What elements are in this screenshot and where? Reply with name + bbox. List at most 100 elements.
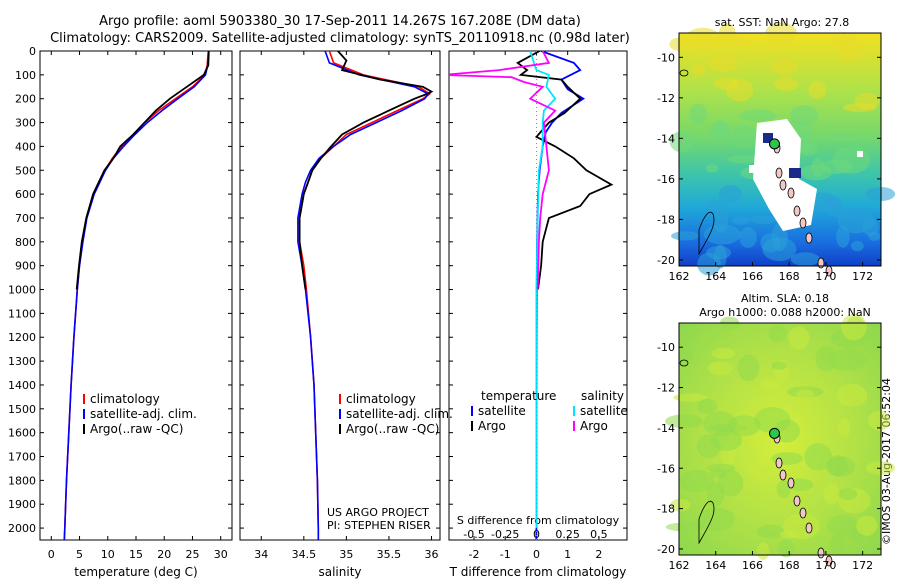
sst-map-texture — [705, 164, 719, 173]
sla-map-texture — [679, 469, 715, 493]
diff-temperature-legend-label: Argo — [478, 419, 506, 433]
depth-tick-label: 1600 — [8, 427, 36, 440]
sst-map-xtick-label: 166 — [742, 270, 763, 283]
sla-map-island — [817, 547, 825, 559]
sst-map-argo-marker — [768, 138, 780, 150]
project-annotation: US ARGO PROJECT — [327, 506, 429, 519]
salinity-xtick-label: 34.5 — [292, 548, 317, 561]
depth-tick-label: 1300 — [8, 355, 36, 368]
S-difference-label: S difference from climatology — [457, 514, 620, 527]
depth-tick-label: 1900 — [8, 498, 36, 511]
sst-map-island — [775, 167, 783, 179]
sla-map-argo-marker — [768, 427, 780, 439]
sla-map-texture — [747, 458, 776, 481]
temperature-series-line — [63, 51, 210, 540]
sla-map-xtick-label: 172 — [852, 559, 873, 572]
sst-map-island — [779, 179, 787, 191]
depth-tick-label: 1100 — [8, 307, 36, 320]
salinity-series-line — [297, 51, 430, 540]
sst-map-coastline — [698, 211, 715, 256]
difference-S-tick-label: -0.25 — [491, 528, 519, 541]
sst-map-island — [799, 217, 807, 229]
temperature-xtick-label: 30 — [214, 548, 228, 561]
sst-map-texture — [718, 22, 736, 48]
pi-annotation: PI: STEPHEN RISER — [327, 519, 431, 532]
sst-map-texture — [709, 122, 731, 146]
sst-map-texture — [800, 141, 818, 156]
sla-map-texture — [711, 348, 736, 359]
sla-map-texture — [788, 326, 810, 350]
sla-map-island — [825, 555, 833, 567]
sla-map-texture — [673, 393, 707, 402]
sst-map-texture — [669, 131, 693, 152]
sst-map-xtick-label: 168 — [779, 270, 800, 283]
sst-map-texture — [739, 109, 777, 122]
sla-map-texture — [776, 480, 791, 498]
temperature-series-line — [63, 51, 210, 540]
sst-map-title: sat. SST: NaN Argo: 27.8 — [715, 16, 849, 29]
sst-map-ytick-label: -20 — [657, 254, 675, 267]
sla-map-island — [805, 522, 813, 534]
depth-tick-label: 1800 — [8, 474, 36, 487]
sla-map-texture — [838, 488, 858, 500]
sla-map-texture — [697, 507, 735, 532]
sst-map-texture — [713, 244, 727, 269]
sst-map-texture — [832, 32, 856, 46]
T-difference-label: T difference from climatology — [449, 565, 627, 579]
salinity-xtick-label: 36 — [424, 548, 438, 561]
sla-map-texture — [838, 418, 851, 437]
temperature-legend-label: Argo(..raw -QC) — [90, 422, 183, 436]
sst-map-ytick-label: -12 — [657, 92, 675, 105]
sst-map-texture — [707, 55, 739, 72]
sla-map-title-line1: Altim. SLA: 0.18 — [741, 292, 829, 305]
sla-map-ytick-label: -10 — [657, 341, 675, 354]
depth-tick-label: 600 — [15, 188, 36, 201]
sla-map-texture — [841, 313, 867, 341]
sla-map-texture — [827, 455, 849, 477]
sla-map-texture — [827, 515, 859, 537]
sla-map-island — [775, 457, 783, 469]
sla-map-ytick-label: -18 — [657, 503, 675, 516]
sst-map-texture — [826, 134, 862, 143]
sla-map-title-line2: Argo h1000: 0.088 h2000: NaN — [699, 306, 871, 319]
sla-map-island — [793, 495, 801, 507]
sla-map-texture — [804, 443, 833, 471]
salinity-xlabel: salinity — [318, 565, 361, 579]
sst-map-texture — [692, 63, 706, 76]
sst-map-frame — [678, 32, 882, 267]
diff-legend-salinity-title: salinity — [581, 389, 624, 403]
sst-map-texture — [739, 226, 757, 248]
temperature-xtick-label: 0 — [48, 548, 55, 561]
sst-map-ytick-label: -14 — [657, 132, 675, 145]
figure-title-line1: Argo profile: aoml 5903380_30 17-Sep-201… — [99, 14, 581, 29]
sst-map-texture — [850, 240, 864, 252]
sst-map-texture — [705, 199, 726, 212]
sst-map-ytick-label: -10 — [657, 51, 675, 64]
sla-map-texture — [771, 361, 787, 370]
depth-tick-label: 1500 — [8, 403, 36, 416]
depth-tick-label: 900 — [15, 260, 36, 273]
sst-map-texture — [703, 224, 741, 245]
sla-map-island — [679, 359, 689, 367]
sst-map-ytick-label: -16 — [657, 173, 675, 186]
sst-map-island — [679, 69, 689, 77]
sla-map-texture — [759, 378, 779, 391]
sla-map-texture — [829, 534, 845, 555]
sla-map-texture — [815, 345, 838, 372]
sla-map-texture — [779, 530, 799, 539]
sst-map-ytick-label: -18 — [657, 213, 675, 226]
sla-map-texture — [665, 522, 705, 532]
depth-tick-label: 400 — [15, 140, 36, 153]
sst-map-texture — [770, 59, 798, 76]
sst-map-xtick-label: 172 — [852, 270, 873, 283]
sla-map-island — [799, 507, 807, 519]
salinity-series-line — [298, 51, 432, 540]
depth-tick-label: 200 — [15, 93, 36, 106]
sla-map-texture — [727, 415, 761, 437]
sla-map-xtick-label: 162 — [669, 559, 690, 572]
sst-map-xtick-label: 164 — [705, 270, 726, 283]
sla-map-coastline — [698, 500, 715, 545]
salinity-panel-frame — [239, 50, 441, 541]
salinity-xtick-label: 35 — [339, 548, 353, 561]
sla-map-xtick-label: 168 — [779, 559, 800, 572]
